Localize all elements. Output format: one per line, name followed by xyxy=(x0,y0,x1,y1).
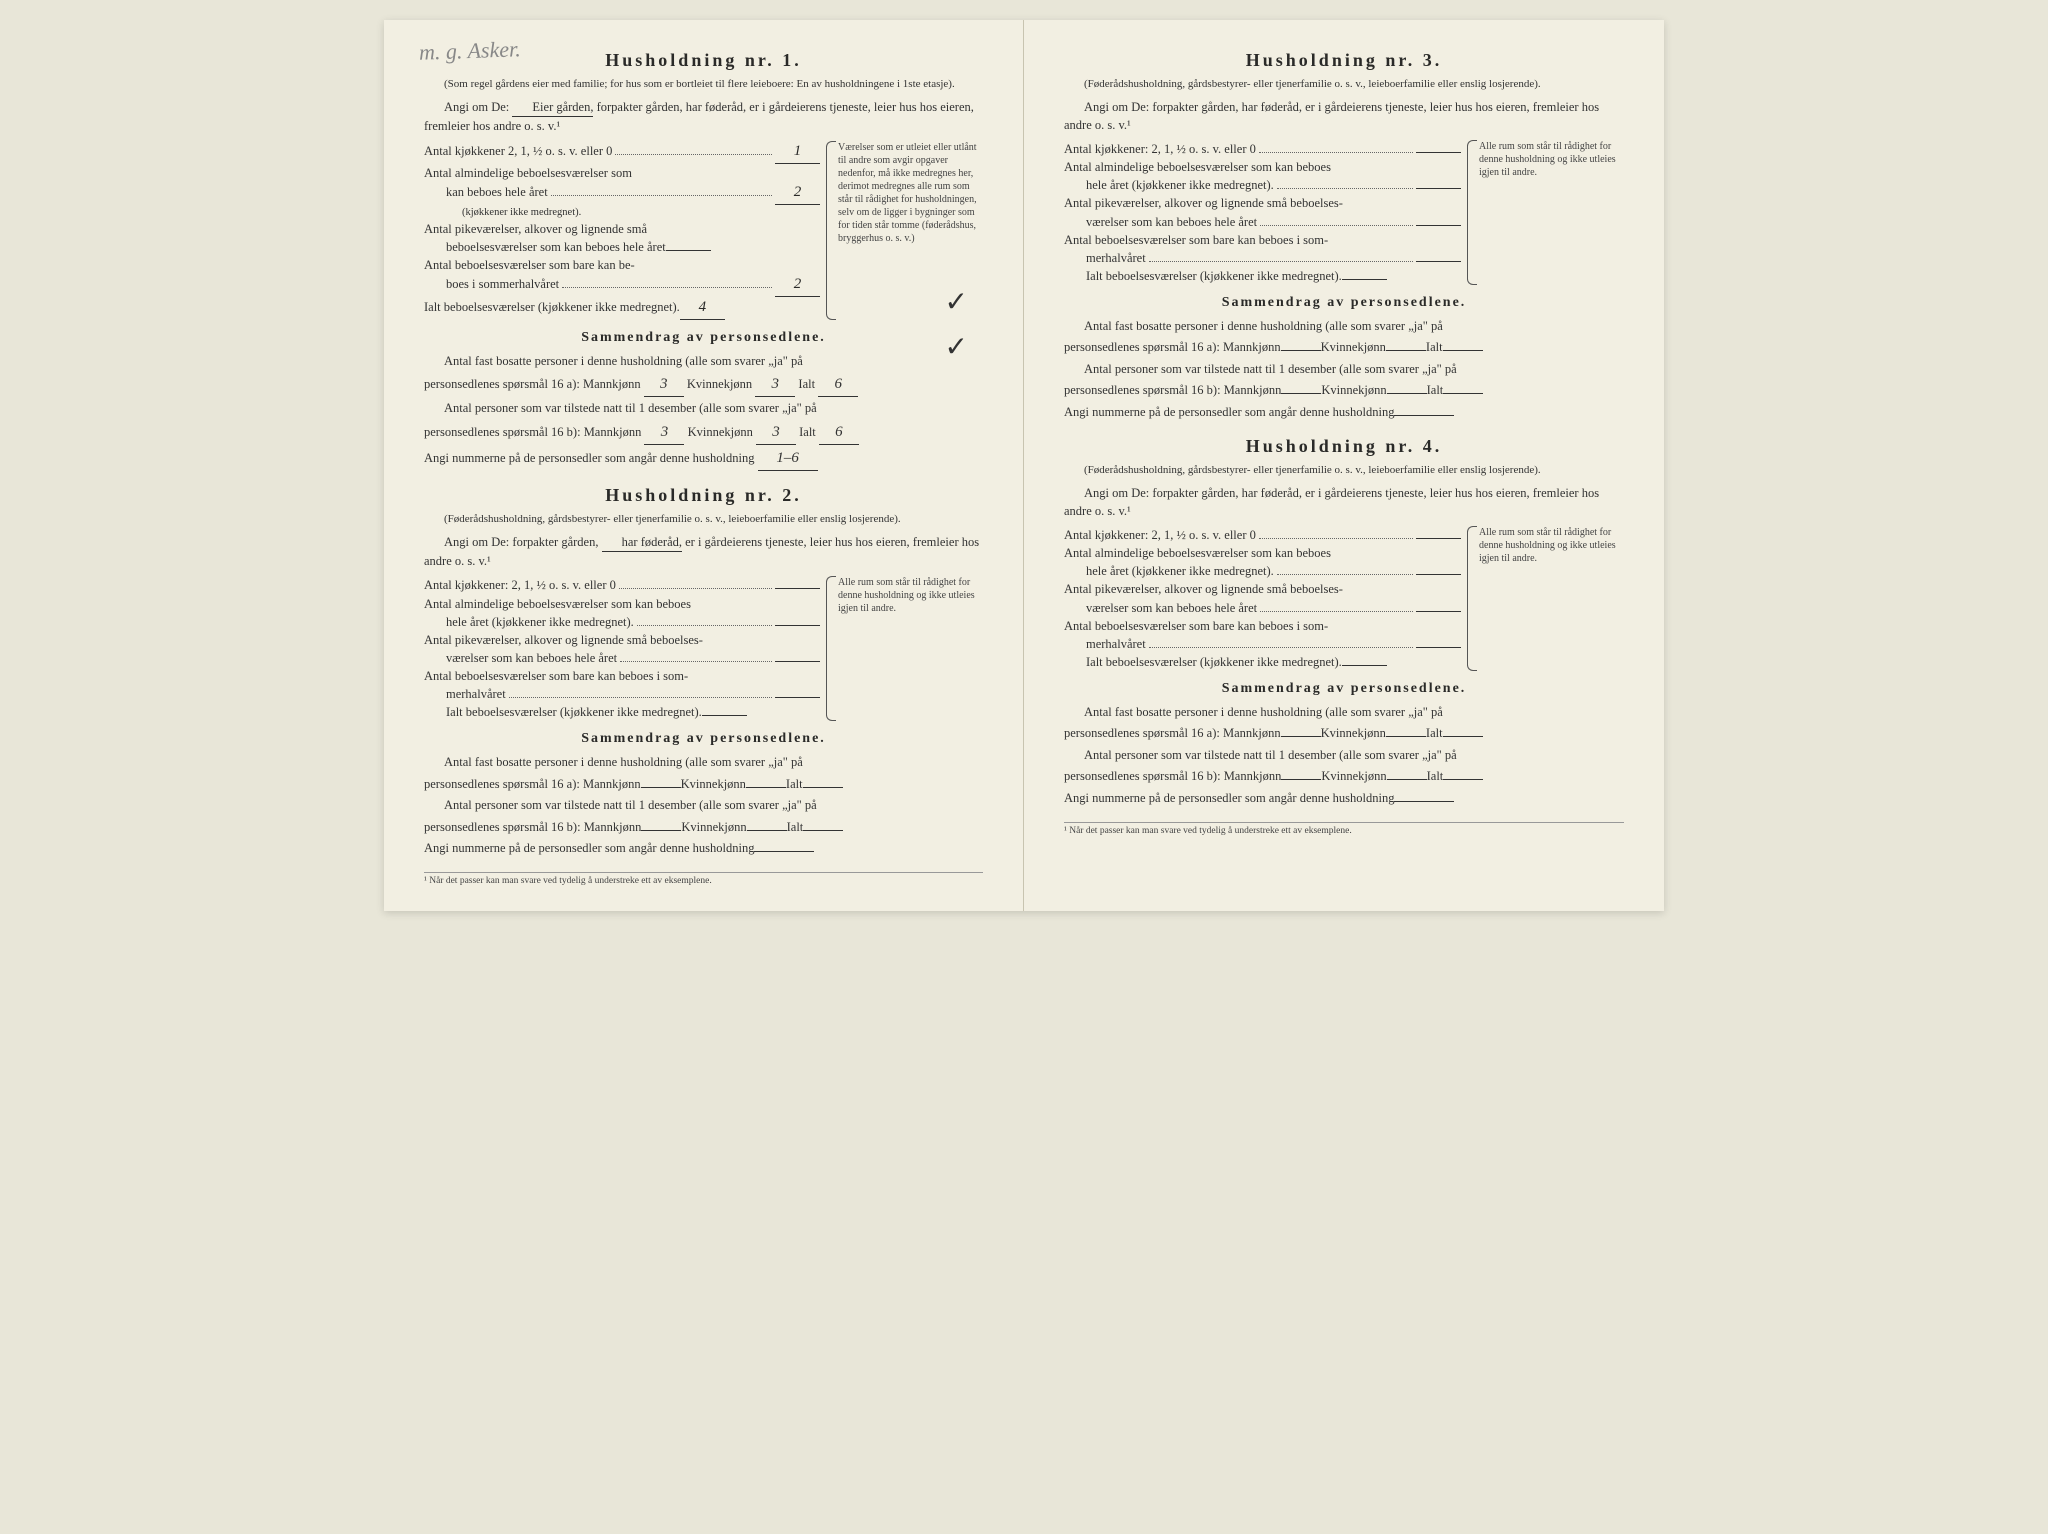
fill-kvinn2: 3 xyxy=(756,421,796,445)
checkmark-icon: ✓ xyxy=(945,330,968,364)
household-1-subtitle: (Som regel gårdens eier med familie; for… xyxy=(424,77,983,92)
row-alm2: kan beboes hele året xyxy=(446,183,548,201)
row-som1: Antal beboelsesværelser som bare kan beb… xyxy=(1064,617,1328,635)
row-pike2: beboelsesværelser som kan beboes hele år… xyxy=(446,238,666,256)
row-alm1: Antal almindelige beboelsesværelser som xyxy=(424,164,632,182)
row-alm-note: (kjøkkener ikke medregnet). xyxy=(462,205,581,220)
household-3-title: Husholdning nr. 3. xyxy=(1064,50,1624,71)
row-pike2: værelser som kan beboes hele året xyxy=(1086,213,1257,231)
summary-2-title: Sammendrag av personsedlene. xyxy=(424,731,983,747)
row-alm1: Antal almindelige beboelsesværelser som … xyxy=(1064,544,1331,562)
row-som2: merhalvåret xyxy=(1086,249,1146,267)
household-4-title: Husholdning nr. 4. xyxy=(1064,436,1624,457)
household-4-subtitle: (Føderådshusholdning, gårdsbestyrer- ell… xyxy=(1064,463,1624,478)
summary-1-title: Sammendrag av personsedlene. xyxy=(424,330,983,346)
row-som2: merhalvåret xyxy=(1086,635,1146,653)
sidenote-4: Alle rum som står til rådighet for denne… xyxy=(1469,526,1624,671)
summary-1-line2: Antal personer som var tilstede natt til… xyxy=(424,399,983,418)
fill-alm: 2 xyxy=(775,182,820,205)
underlined-choice: Eier gården, xyxy=(512,98,593,117)
checkmark-icon: ✓ xyxy=(945,285,968,319)
row-alm2: hele året (kjøkkener ikke medregnet). xyxy=(1086,562,1274,580)
row-alm1: Antal almindelige beboelsesværelser som … xyxy=(424,595,691,613)
fill-kvinn1: 3 xyxy=(755,373,795,397)
row-ialt: Ialt beboelsesværelser (kjøkkener ikke m… xyxy=(1086,267,1342,285)
sidenote-2: Alle rum som står til rådighet for denne… xyxy=(828,576,983,721)
row-ialt: Ialt beboelsesværelser (kjøkkener ikke m… xyxy=(1086,653,1342,671)
summary-3-title: Sammendrag av personsedlene. xyxy=(1064,295,1624,311)
row-som1: Antal beboelsesværelser som bare kan beb… xyxy=(424,667,688,685)
row-ialt: Ialt beboelsesværelser (kjøkkener ikke m… xyxy=(424,298,680,316)
household-4: Husholdning nr. 4. (Føderådshusholdning,… xyxy=(1064,436,1624,808)
document-spread: m. g. Asker. Husholdning nr. 1. (Som reg… xyxy=(384,20,1664,911)
row-kjokken: Antal kjøkkener: 2, 1, ½ o. s. v. eller … xyxy=(424,576,616,594)
row-alm2: hele året (kjøkkener ikke medregnet). xyxy=(446,613,634,631)
household-1-rooms: Antal kjøkkener 2, 1, ½ o. s. v. eller 0… xyxy=(424,141,983,320)
summary-1-line1: Antal fast bosatte personer i denne hush… xyxy=(424,352,983,371)
household-3-angi: Angi om De: forpakter gården, har føderå… xyxy=(1064,98,1624,134)
underlined-choice: har føderåd, xyxy=(602,533,682,552)
row-som2: boes i sommerhalvåret xyxy=(446,275,559,293)
row-pike1: Antal pikeværelser, alkover og lignende … xyxy=(1064,580,1343,598)
household-2-title: Husholdning nr. 2. xyxy=(424,485,983,506)
household-4-rooms: Antal kjøkkener: 2, 1, ½ o. s. v. eller … xyxy=(1064,526,1624,671)
row-pike1: Antal pikeværelser, alkover og lignende … xyxy=(424,220,647,238)
row-ialt: Ialt beboelsesværelser (kjøkkener ikke m… xyxy=(446,703,702,721)
household-1-angi: Angi om De: Eier gården, forpakter gårde… xyxy=(424,98,983,135)
row-som1: Antal beboelsesværelser som bare kan be- xyxy=(424,256,635,274)
household-3: Husholdning nr. 3. (Føderådshusholdning,… xyxy=(1064,50,1624,422)
left-page: m. g. Asker. Husholdning nr. 1. (Som reg… xyxy=(384,20,1024,911)
fill-mann2: 3 xyxy=(644,421,684,445)
fill-sommer: 2 xyxy=(775,274,820,297)
footnote-right: ¹ Når det passer kan man svare ved tydel… xyxy=(1064,822,1624,836)
summary-4-title: Sammendrag av personsedlene. xyxy=(1064,681,1624,697)
fill-kjokken: 1 xyxy=(775,141,820,164)
fill-ialt: 4 xyxy=(680,297,725,320)
row-kjokken: Antal kjøkkener 2, 1, ½ o. s. v. eller 0 xyxy=(424,142,612,160)
household-2-rooms: Antal kjøkkener: 2, 1, ½ o. s. v. eller … xyxy=(424,576,983,721)
household-1-title: Husholdning nr. 1. xyxy=(424,50,983,71)
fill-ialt1: 6 xyxy=(818,373,858,397)
household-2-subtitle: (Føderådshusholdning, gårdsbestyrer- ell… xyxy=(424,512,983,527)
row-alm1: Antal almindelige beboelsesværelser som … xyxy=(1064,158,1331,176)
household-4-angi: Angi om De: forpakter gården, har føderå… xyxy=(1064,484,1624,520)
fill-mann1: 3 xyxy=(644,373,684,397)
household-2: Husholdning nr. 2. (Føderådshusholdning,… xyxy=(424,485,983,858)
row-alm2: hele året (kjøkkener ikke medregnet). xyxy=(1086,176,1274,194)
summary-1-line3: Angi nummerne på de personsedler som ang… xyxy=(424,447,983,471)
footnote-left: ¹ Når det passer kan man svare ved tydel… xyxy=(424,872,983,886)
fill-pike xyxy=(666,250,711,251)
sidenote-3: Alle rum som står til rådighet for denne… xyxy=(1469,140,1624,285)
fill-nummer: 1–6 xyxy=(758,447,818,471)
household-3-subtitle: (Føderådshusholdning, gårdsbestyrer- ell… xyxy=(1064,77,1624,92)
row-som2: merhalvåret xyxy=(446,685,506,703)
household-2-angi: Angi om De: forpakter gården, har føderå… xyxy=(424,533,983,570)
row-kjokken: Antal kjøkkener: 2, 1, ½ o. s. v. eller … xyxy=(1064,526,1256,544)
household-3-rooms: Antal kjøkkener: 2, 1, ½ o. s. v. eller … xyxy=(1064,140,1624,285)
row-pike2: værelser som kan beboes hele året xyxy=(446,649,617,667)
row-kjokken: Antal kjøkkener: 2, 1, ½ o. s. v. eller … xyxy=(1064,140,1256,158)
row-som1: Antal beboelsesværelser som bare kan beb… xyxy=(1064,231,1328,249)
row-pike1: Antal pikeværelser, alkover og lignende … xyxy=(1064,194,1343,212)
right-page: Husholdning nr. 3. (Føderådshusholdning,… xyxy=(1024,20,1664,911)
household-1: Husholdning nr. 1. (Som regel gårdens ei… xyxy=(424,50,983,471)
fill-ialt2: 6 xyxy=(819,421,859,445)
row-pike2: værelser som kan beboes hele året xyxy=(1086,599,1257,617)
row-pike1: Antal pikeværelser, alkover og lignende … xyxy=(424,631,703,649)
